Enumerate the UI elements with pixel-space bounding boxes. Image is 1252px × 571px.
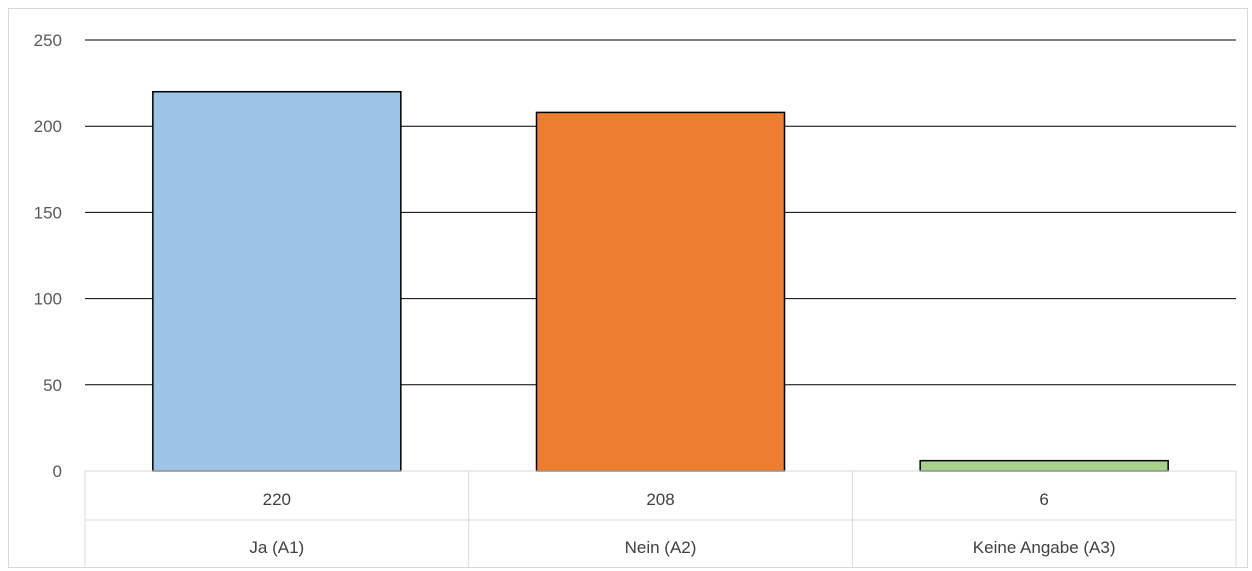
data-label: 6	[1039, 490, 1048, 509]
data-label: 220	[263, 490, 291, 509]
bar	[535, 111, 786, 472]
data-table: 220 Ja (A1) 208 Nein (A2) 6 Keine Angabe (A3)	[84, 470, 1237, 568]
y-tick-label: 100	[34, 290, 62, 309]
y-tick-label: 250	[34, 31, 62, 50]
y-tick-label: 150	[34, 203, 62, 222]
bar	[152, 90, 402, 472]
y-axis-ticks: 0 50 100 150 200 250	[34, 31, 62, 481]
category-label: Nein (A2)	[625, 538, 697, 557]
y-tick-label: 50	[43, 376, 62, 395]
y-tick-label: 200	[34, 117, 62, 136]
bar	[919, 459, 1169, 472]
data-label: 208	[646, 490, 674, 509]
bars	[152, 90, 1169, 472]
category-label: Keine Angabe (A3)	[973, 538, 1116, 557]
category-label: Ja (A1)	[249, 538, 304, 557]
y-tick-label: 0	[53, 462, 62, 481]
